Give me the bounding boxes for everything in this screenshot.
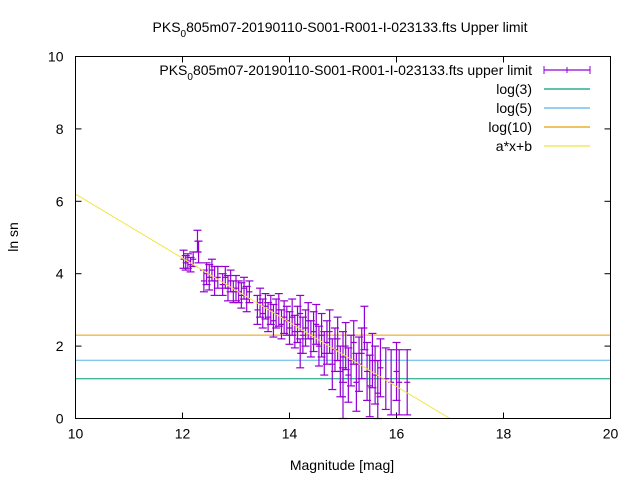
y-tick-label: 2 bbox=[56, 338, 64, 354]
x-tick-label: 14 bbox=[282, 426, 298, 442]
data-point bbox=[237, 282, 246, 309]
data-point bbox=[301, 309, 310, 347]
data-point bbox=[288, 298, 297, 336]
data-point bbox=[403, 349, 412, 416]
y-tick-label: 10 bbox=[48, 49, 64, 65]
data-point bbox=[242, 285, 251, 313]
legend-label-fit: a*x+b bbox=[496, 138, 532, 154]
x-axis-label: Magnitude [mag] bbox=[290, 457, 394, 473]
y-tick-label: 6 bbox=[56, 193, 64, 209]
data-point bbox=[269, 303, 278, 338]
data-point bbox=[205, 264, 214, 291]
y-axis-label: ln sn bbox=[5, 222, 21, 252]
x-tick-label: 12 bbox=[175, 426, 191, 442]
legend-label-log3: log(3) bbox=[496, 81, 532, 97]
y-tick-label: 4 bbox=[56, 266, 64, 282]
x-tick-label: 10 bbox=[68, 426, 84, 442]
x-tick-label: 18 bbox=[496, 426, 512, 442]
data-point bbox=[349, 320, 358, 365]
data-point bbox=[365, 354, 374, 418]
data-point bbox=[194, 240, 203, 264]
plot-border bbox=[75, 56, 611, 419]
data-point bbox=[296, 294, 305, 333]
y-tick-label: 8 bbox=[56, 121, 64, 137]
data-point bbox=[245, 280, 254, 304]
legend-label-data: PKS0805m07-20190110-S001-R001-I-023133.f… bbox=[159, 62, 532, 83]
data-point bbox=[395, 349, 404, 416]
data-point bbox=[256, 287, 265, 318]
chart-title: PKS0805m07-20190110-S001-R001-I-023133.f… bbox=[153, 19, 528, 40]
data-point bbox=[387, 349, 396, 416]
data-point bbox=[213, 265, 222, 289]
x-tick-label: 20 bbox=[603, 426, 619, 442]
legend: PKS0805m07-20190110-S001-R001-I-023133.f… bbox=[159, 62, 591, 154]
legend-label-log5: log(5) bbox=[496, 100, 532, 116]
fit-line bbox=[75, 193, 451, 419]
data-point bbox=[296, 338, 305, 369]
x-tick-label: 16 bbox=[389, 426, 405, 442]
data-point bbox=[376, 338, 385, 398]
legend-label-log10: log(10) bbox=[488, 119, 532, 135]
data-point bbox=[381, 347, 390, 411]
y-tick-label: 0 bbox=[56, 411, 64, 427]
